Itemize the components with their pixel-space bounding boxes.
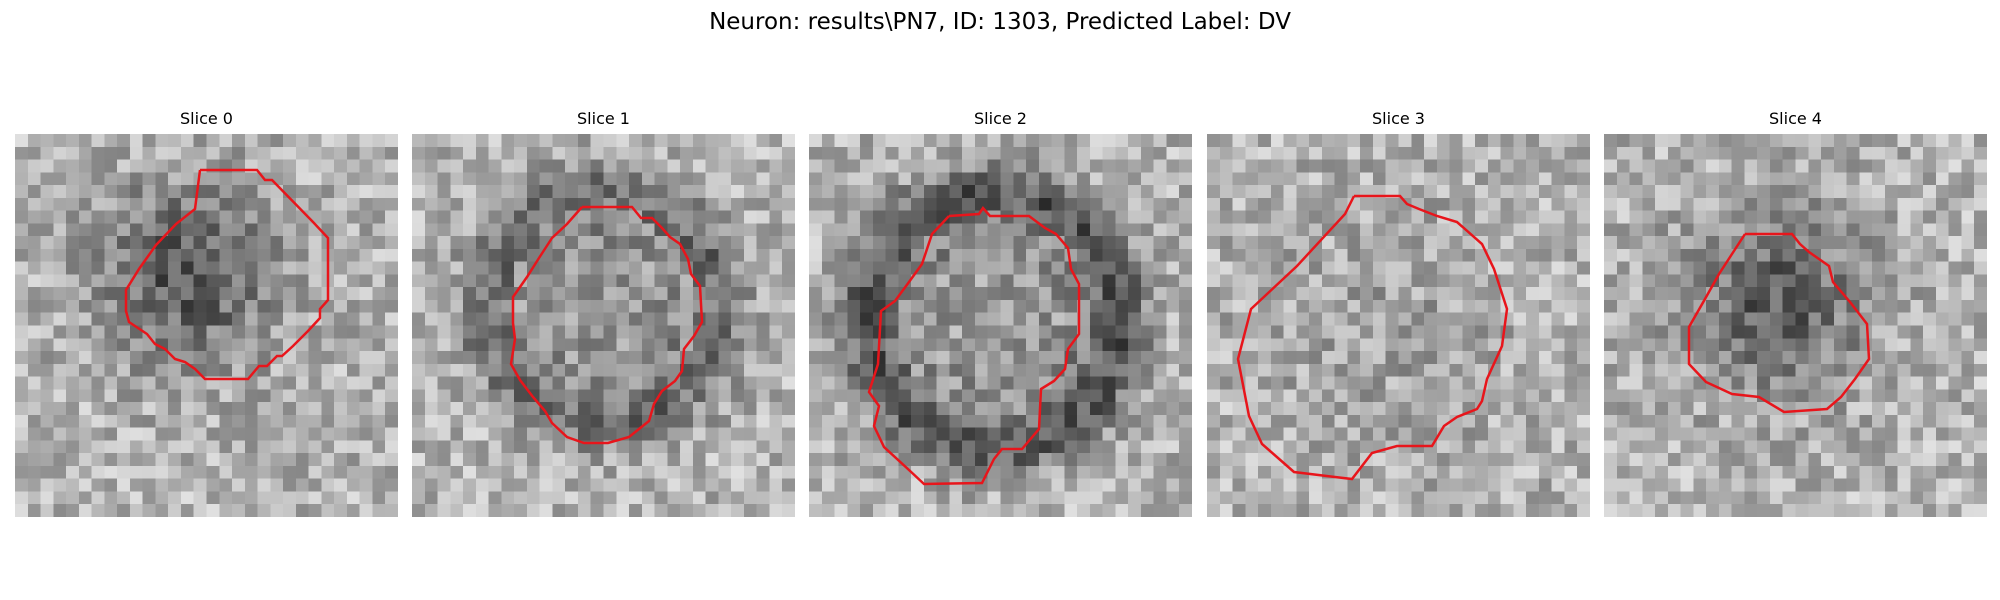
- segmentation-contour-1: [509, 205, 704, 445]
- slice-overlay-4: [1687, 232, 1871, 414]
- slice-pixels-1: [412, 134, 795, 517]
- slice-title-1: Slice 1: [577, 109, 630, 128]
- slice-title-3: Slice 3: [1372, 109, 1425, 128]
- slice-pixels-4: [1604, 134, 1987, 517]
- slice-title-2: Slice 2: [974, 109, 1027, 128]
- slice-title-0: Slice 0: [180, 109, 233, 128]
- slice-image-2: [809, 134, 1192, 517]
- slice-image-1: [412, 134, 795, 517]
- segmentation-contour-4: [1687, 232, 1871, 414]
- slice-image-3: [1207, 134, 1590, 517]
- slice-image-4: [1604, 134, 1987, 517]
- segmentation-contour-3: [1236, 194, 1509, 481]
- slice-overlay-0: [124, 168, 330, 381]
- segmentation-contour-0: [124, 168, 330, 381]
- slice-pixels-2: [809, 134, 1192, 517]
- slice-overlay-3: [1236, 194, 1509, 481]
- slice-title-4: Slice 4: [1769, 109, 1822, 128]
- slice-pixels-0: [15, 134, 398, 517]
- figure-title: Neuron: results\PN7, ID: 1303, Predicted…: [709, 9, 1291, 35]
- slice-image-0: [15, 134, 398, 517]
- segmentation-contour-2: [867, 205, 1081, 486]
- slice-overlay-1: [509, 205, 704, 445]
- slice-overlay-2: [867, 205, 1081, 486]
